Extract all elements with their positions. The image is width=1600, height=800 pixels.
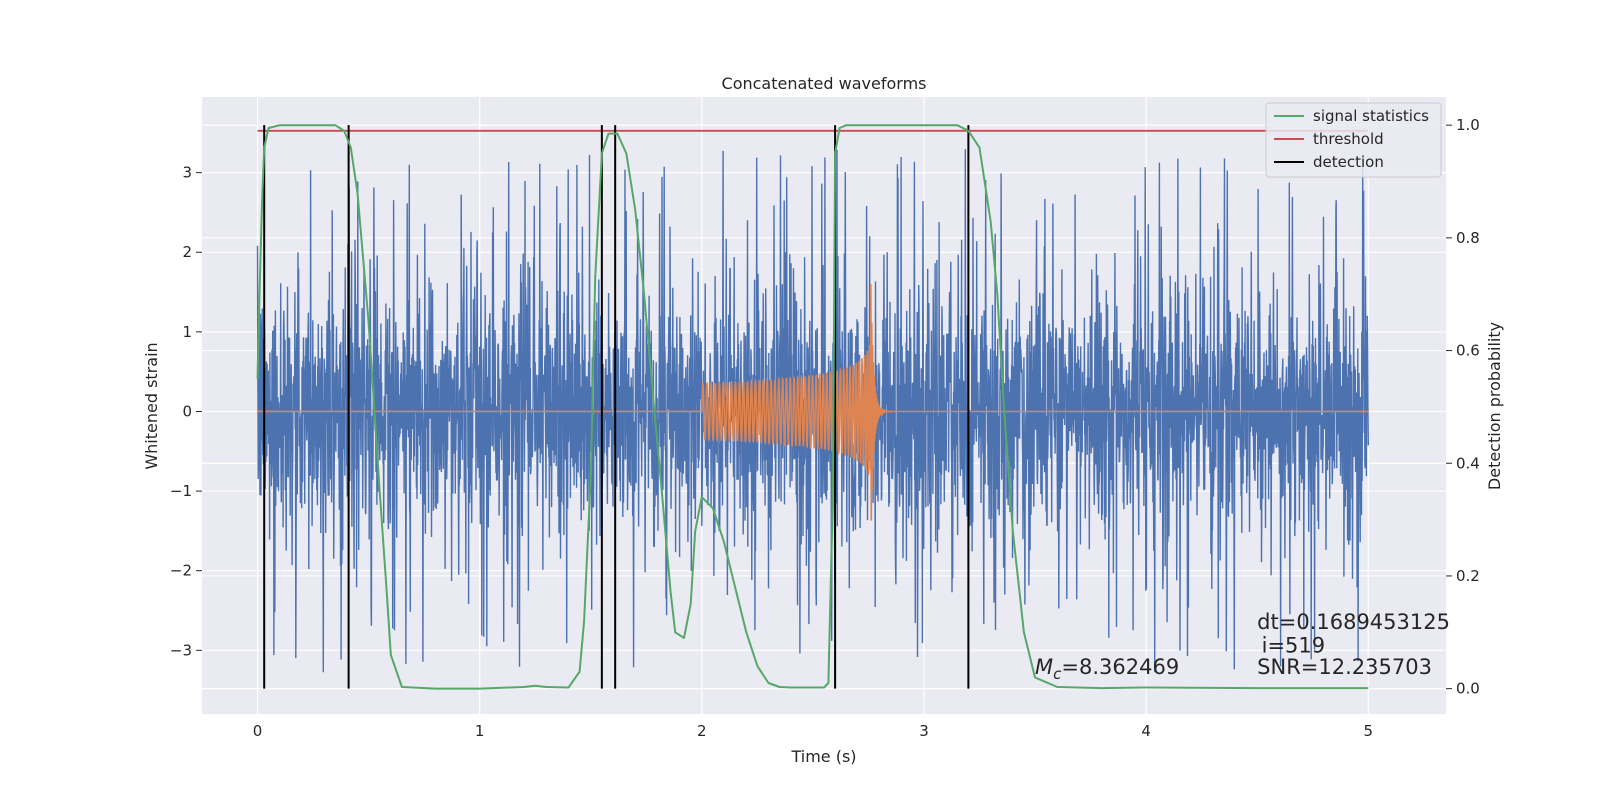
y-tick-label: −1 [170,482,192,500]
annotation-text: SNR=12.235703 [1257,655,1432,679]
y-tick-label: 3 [182,164,192,182]
y2-tick-label: 1.0 [1456,116,1480,134]
x-tick-label: 5 [1363,722,1373,740]
y2-axis-label: Detection probability [1485,322,1504,490]
template-series [257,284,1369,521]
strain-line [256,149,1369,673]
y-tick-label: 0 [182,402,192,420]
x-tick-label: 2 [697,722,707,740]
detection-series [263,125,970,689]
y-tick-label: −3 [170,641,192,659]
y2-tick-label: 0.6 [1456,342,1480,360]
ticks: 0 1 2 3 4 5 −3 −2 −1 0 1 2 3 0.0 0.2 0.4 0.6 0.8 1.0 [170,116,1480,740]
x-tick-label: 1 [475,722,485,740]
strain-series [256,149,1369,673]
y2-tick-label: 0.8 [1456,229,1480,247]
x-axis-label: Time (s) [790,747,856,766]
legend: signal statistics threshold detection [1265,102,1442,178]
signal-statistics-line [256,124,1369,690]
y-tick-label: 1 [182,323,192,341]
annotation-text: Mc=8.362469 [1035,655,1179,683]
y-axis-label: Whitened strain [142,342,161,469]
signal-statistics-series [256,124,1369,690]
chart-title: Concatenated waveforms [722,74,927,93]
y2-tick-label: 0.4 [1456,454,1480,472]
y2-tick-label: 0.2 [1456,567,1480,585]
y-tick-label: 2 [182,243,192,261]
y2-tick-label: 0.0 [1456,680,1480,698]
y-tick-label: −2 [170,562,192,580]
legend-label-threshold: threshold [1313,130,1384,148]
legend-box [1265,102,1442,178]
legend-label-detection: detection [1313,153,1384,171]
annotation-text: i=519 [1262,634,1326,658]
template-line [257,284,1369,521]
x-tick-label: 4 [1141,722,1151,740]
annotation-text: dt=0.1689453125 [1257,610,1450,634]
x-tick-label: 0 [253,722,263,740]
legend-label-signal-statistics: signal statistics [1313,107,1429,125]
x-tick-label: 3 [919,722,929,740]
